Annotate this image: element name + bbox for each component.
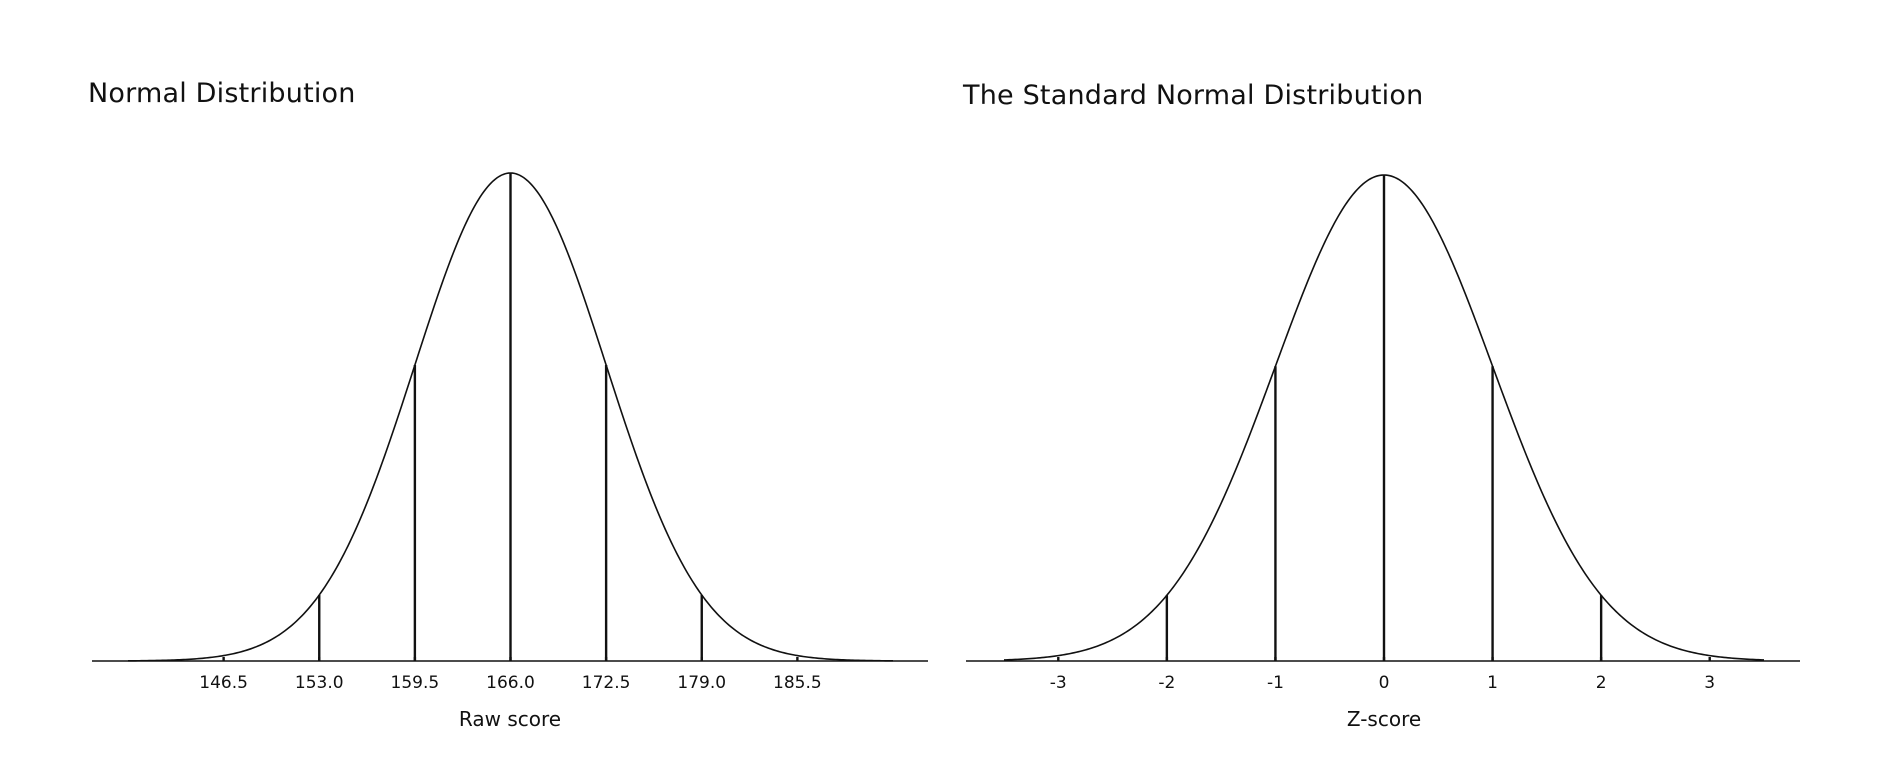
standard-normal-distribution-panel: The Standard Normal Distribution -3 -2 -1 0… bbox=[940, 0, 1887, 781]
standard-normal-distribution-chart: -3 -2 -1 0 1 2 3 Z-score bbox=[966, 174, 1800, 731]
x-tick-label: 146.5 bbox=[199, 673, 248, 693]
normal-distribution-chart: 146.5 153.0 159.5 166.0 172.5 179.0 185.5 Raw s… bbox=[92, 172, 928, 731]
x-tick-label: 2 bbox=[1596, 673, 1607, 693]
x-tick-label: 153.0 bbox=[295, 673, 344, 693]
x-tick-label: 185.5 bbox=[773, 673, 822, 693]
x-tick-label: 1 bbox=[1487, 673, 1498, 693]
x-tick-label: 172.5 bbox=[582, 673, 631, 693]
x-tick-label: 0 bbox=[1379, 673, 1390, 693]
x-tick-label: 159.5 bbox=[391, 673, 440, 693]
x-axis-label: Raw score bbox=[459, 707, 561, 731]
x-tick-label: -1 bbox=[1267, 673, 1284, 693]
x-tick-label: -2 bbox=[1158, 673, 1175, 693]
chart-title: The Standard Normal Distribution bbox=[963, 80, 1424, 111]
x-tick-label: 166.0 bbox=[486, 673, 535, 693]
x-tick-label: 179.0 bbox=[677, 673, 726, 693]
x-axis-label: Z-score bbox=[1347, 707, 1421, 731]
x-tick-label: 3 bbox=[1704, 673, 1715, 693]
x-tick-label: -3 bbox=[1050, 673, 1067, 693]
normal-distribution-panel: Normal Distribution 146.5 153.0 159.5 166.0… bbox=[0, 0, 940, 781]
chart-title: Normal Distribution bbox=[88, 78, 356, 109]
